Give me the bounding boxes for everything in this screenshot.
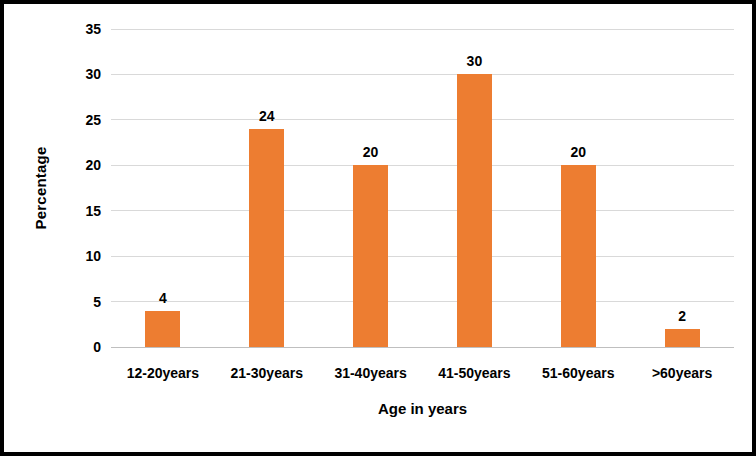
y-tick-label: 35 [85, 21, 101, 37]
gridline [111, 119, 734, 120]
bar-value-label: 24 [259, 108, 275, 124]
y-tick-label: 10 [85, 248, 101, 264]
x-axis-line [111, 347, 734, 348]
y-tick-label: 15 [85, 203, 101, 219]
bar-value-label: 20 [570, 144, 586, 160]
bar-value-label: 30 [467, 53, 483, 69]
y-tick-label: 30 [85, 66, 101, 82]
gridline [111, 165, 734, 166]
gridline [111, 29, 734, 30]
bar->60years [665, 329, 700, 347]
bar-value-label: 4 [159, 290, 167, 306]
gridline [111, 74, 734, 75]
bar-value-label: 2 [678, 308, 686, 324]
bar-21-30years [249, 129, 284, 347]
chart-frame: Percentage 05101520253035 4242030202 12-… [0, 0, 756, 456]
x-axis-title: Age in years [111, 400, 734, 417]
gridline [111, 301, 734, 302]
bar-41-50years [457, 74, 492, 347]
y-tick-label: 5 [93, 294, 101, 310]
x-tick-label: >60years [652, 365, 712, 381]
x-tick-label: 31-40years [334, 365, 406, 381]
bar-31-40years [353, 165, 388, 347]
x-tick-label: 12-20years [127, 365, 199, 381]
y-tick-label: 25 [85, 112, 101, 128]
y-axis-tick-labels: 05101520253035 [4, 29, 101, 347]
x-tick-label: 21-30years [231, 365, 303, 381]
gridline [111, 256, 734, 257]
y-tick-label: 0 [93, 339, 101, 355]
plot-area: 4 24 20 30 20 2 [111, 29, 734, 347]
bar-value-label: 20 [363, 144, 379, 160]
bar-12-20years [145, 311, 180, 347]
x-tick-label: 51-60years [542, 365, 614, 381]
x-axis-tick-labels: 12-20years 21-30years 31-40years 41-50years… [111, 365, 734, 385]
x-tick-label: 41-50years [438, 365, 510, 381]
bar-51-60years [561, 165, 596, 347]
gridline [111, 210, 734, 211]
y-tick-label: 20 [85, 157, 101, 173]
